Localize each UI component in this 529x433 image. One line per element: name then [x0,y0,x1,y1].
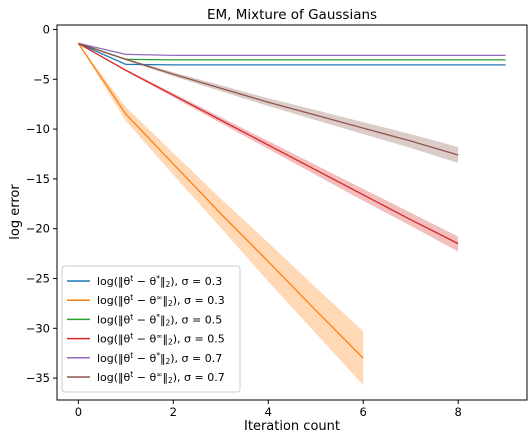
x-tick-label: 8 [454,405,461,419]
legend-label-6: log(‖θt − θ∞‖2), σ = 0.7 [97,370,225,385]
legend-label-4: log(‖θt − θ∞‖2), σ = 0.5 [97,332,225,347]
x-tick-label: 6 [360,405,367,419]
y-axis: 0 −5 −10 −15 −20 −25 −30 −35 [26,22,57,385]
y-tick-label: −15 [26,172,50,186]
y-tick-label: −30 [26,321,50,335]
y-tick-label: 0 [43,22,50,36]
x-tick-label: 2 [170,405,177,419]
plot-frame [56,24,528,401]
legend-label-3: log(‖θt − θ*‖2), σ = 0.5 [97,312,222,327]
series-line-5 [78,42,506,57]
series-line-6 [78,42,459,156]
series-line-2 [77,43,364,359]
legend: log(‖θt − θ*‖2), σ = 0.3 log(‖θt − θ∞‖2),… [61,265,241,393]
chart-title: EM, Mixture of Gaussians [207,7,377,23]
y-tick-label: −20 [26,222,50,236]
plot-area [77,42,506,386]
x-tick-label: 0 [75,405,82,419]
y-tick-label: −5 [33,72,50,86]
y-axis-label: log error [8,184,23,240]
series-band-6 [78,43,459,163]
legend-box [61,265,241,393]
x-axis: 0 2 4 6 8 [75,400,462,419]
y-tick-label: −25 [26,271,50,285]
series-line-3 [78,42,506,61]
y-tick-label: −35 [26,371,50,385]
y-tick-label: −10 [26,122,50,136]
legend-label-2: log(‖θt − θ∞‖2), σ = 0.3 [97,293,225,308]
x-axis-label: Iteration count [244,419,340,433]
legend-label-1: log(‖θt − θ*‖2), σ = 0.3 [97,274,222,289]
series-line-1 [78,42,506,66]
x-tick-label: 4 [265,405,272,419]
series-line-4 [78,42,459,245]
legend-label-5: log(‖θt − θ*‖2), σ = 0.7 [97,351,222,366]
